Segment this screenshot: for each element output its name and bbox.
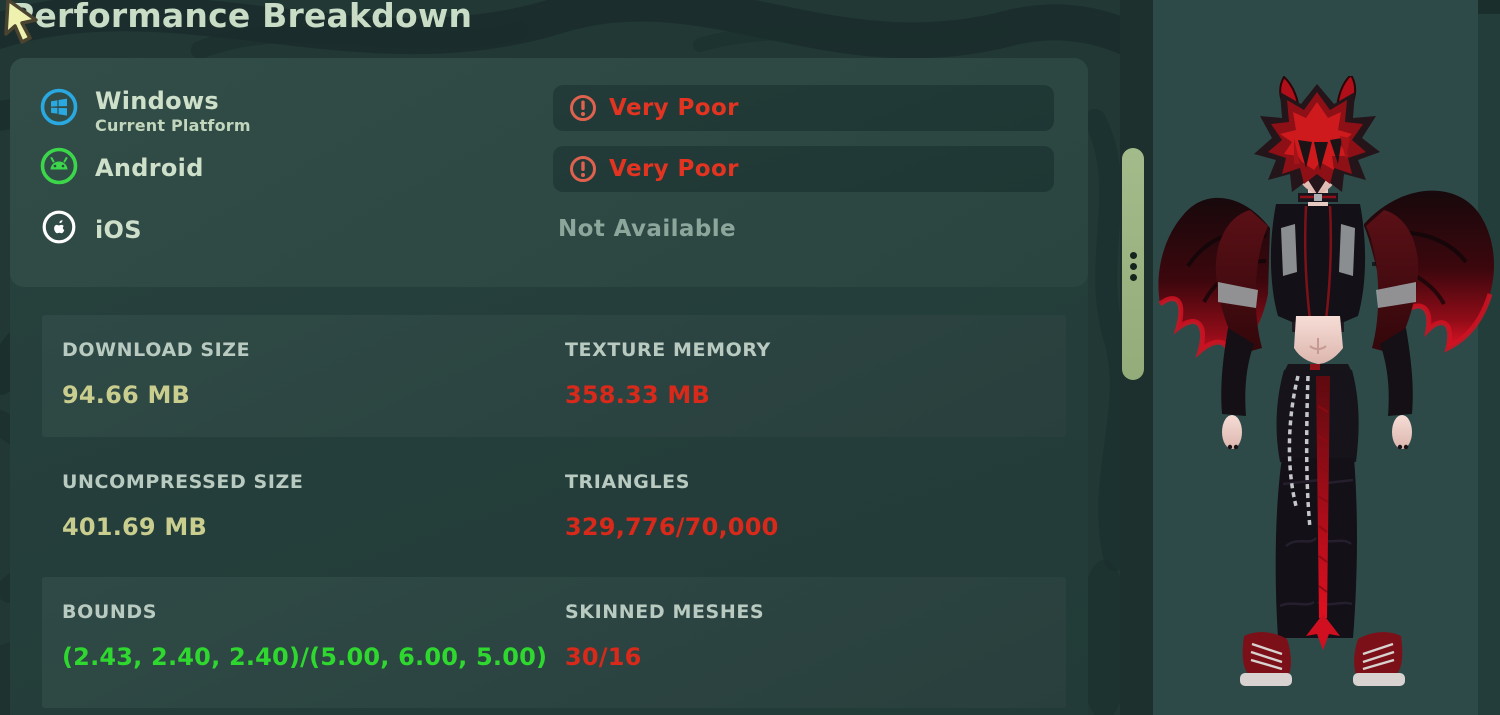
platform-name: iOS <box>95 216 142 244</box>
viewport-right-edge-corner <box>1478 0 1500 14</box>
stat-value: 329,776/70,000 <box>565 513 779 541</box>
windows-rating-badge: Very Poor <box>553 85 1054 131</box>
stat-value: 401.69 MB <box>62 513 207 541</box>
warning-circle-icon <box>570 156 596 182</box>
stat-card-size-texture: DOWNLOAD SIZE 94.66 MB TEXTURE MEMORY 35… <box>42 315 1066 437</box>
platform-row-android: Android Very Poor <box>10 146 1088 194</box>
page-title: Performance Breakdown <box>10 0 473 35</box>
platform-ratings-panel: Windows Current Platform Very Poor Andro… <box>10 58 1088 287</box>
android-rating-badge: Very Poor <box>553 146 1054 192</box>
scrollbar-drag-handle[interactable] <box>1122 148 1144 380</box>
stat-label: BOUNDS <box>62 601 158 623</box>
stat-card-bounds-meshes: BOUNDS (2.43, 2.40, 2.40)/(5.00, 6.00, 5… <box>42 577 1066 708</box>
waist-chain <box>1287 375 1312 529</box>
avatar-hair <box>1254 84 1380 194</box>
apple-icon <box>42 210 76 244</box>
rating-label: Very Poor <box>609 156 739 182</box>
stat-label: DOWNLOAD SIZE <box>62 339 251 361</box>
avatar-pants <box>1275 364 1359 638</box>
stat-value: 30/16 <box>565 643 642 671</box>
platform-subtitle: Current Platform <box>95 116 251 135</box>
avatar-sneakers <box>1240 632 1405 686</box>
stat-value: 358.33 MB <box>565 381 710 409</box>
platform-name: Windows <box>95 87 220 115</box>
mouse-cursor <box>4 0 38 44</box>
platform-row-windows: Windows Current Platform Very Poor <box>10 85 1088 135</box>
demon-tail <box>1306 376 1340 650</box>
stat-label: UNCOMPRESSED SIZE <box>62 471 304 493</box>
stat-label: SKINNED MESHES <box>565 601 765 623</box>
viewport-right-edge <box>1478 0 1500 715</box>
rating-label: Not Available <box>558 216 736 242</box>
android-icon <box>40 147 78 185</box>
avatar-arms <box>1215 210 1419 450</box>
stat-row-uncompressed-triangles: UNCOMPRESSED SIZE 401.69 MB TRIANGLES 32… <box>42 447 1066 565</box>
avatar-preview-character <box>1158 76 1494 686</box>
avatar-jacket <box>1270 204 1366 332</box>
platform-name: Android <box>95 154 204 182</box>
drag-handle-dot <box>1130 274 1137 281</box>
stat-label: TRIANGLES <box>565 471 691 493</box>
platform-row-ios: iOS Not Available <box>10 208 1088 256</box>
windows-icon <box>40 88 78 126</box>
stat-value: (2.43, 2.40, 2.40)/(5.00, 6.00, 5.00) <box>62 643 548 671</box>
drag-handle-dot <box>1130 263 1137 270</box>
stat-value: 94.66 MB <box>62 381 191 409</box>
rating-label: Very Poor <box>609 95 739 121</box>
drag-handle-dot <box>1130 252 1137 259</box>
stat-label: TEXTURE MEMORY <box>565 339 771 361</box>
warning-circle-icon <box>570 95 596 121</box>
midriff-shading <box>1309 338 1327 354</box>
